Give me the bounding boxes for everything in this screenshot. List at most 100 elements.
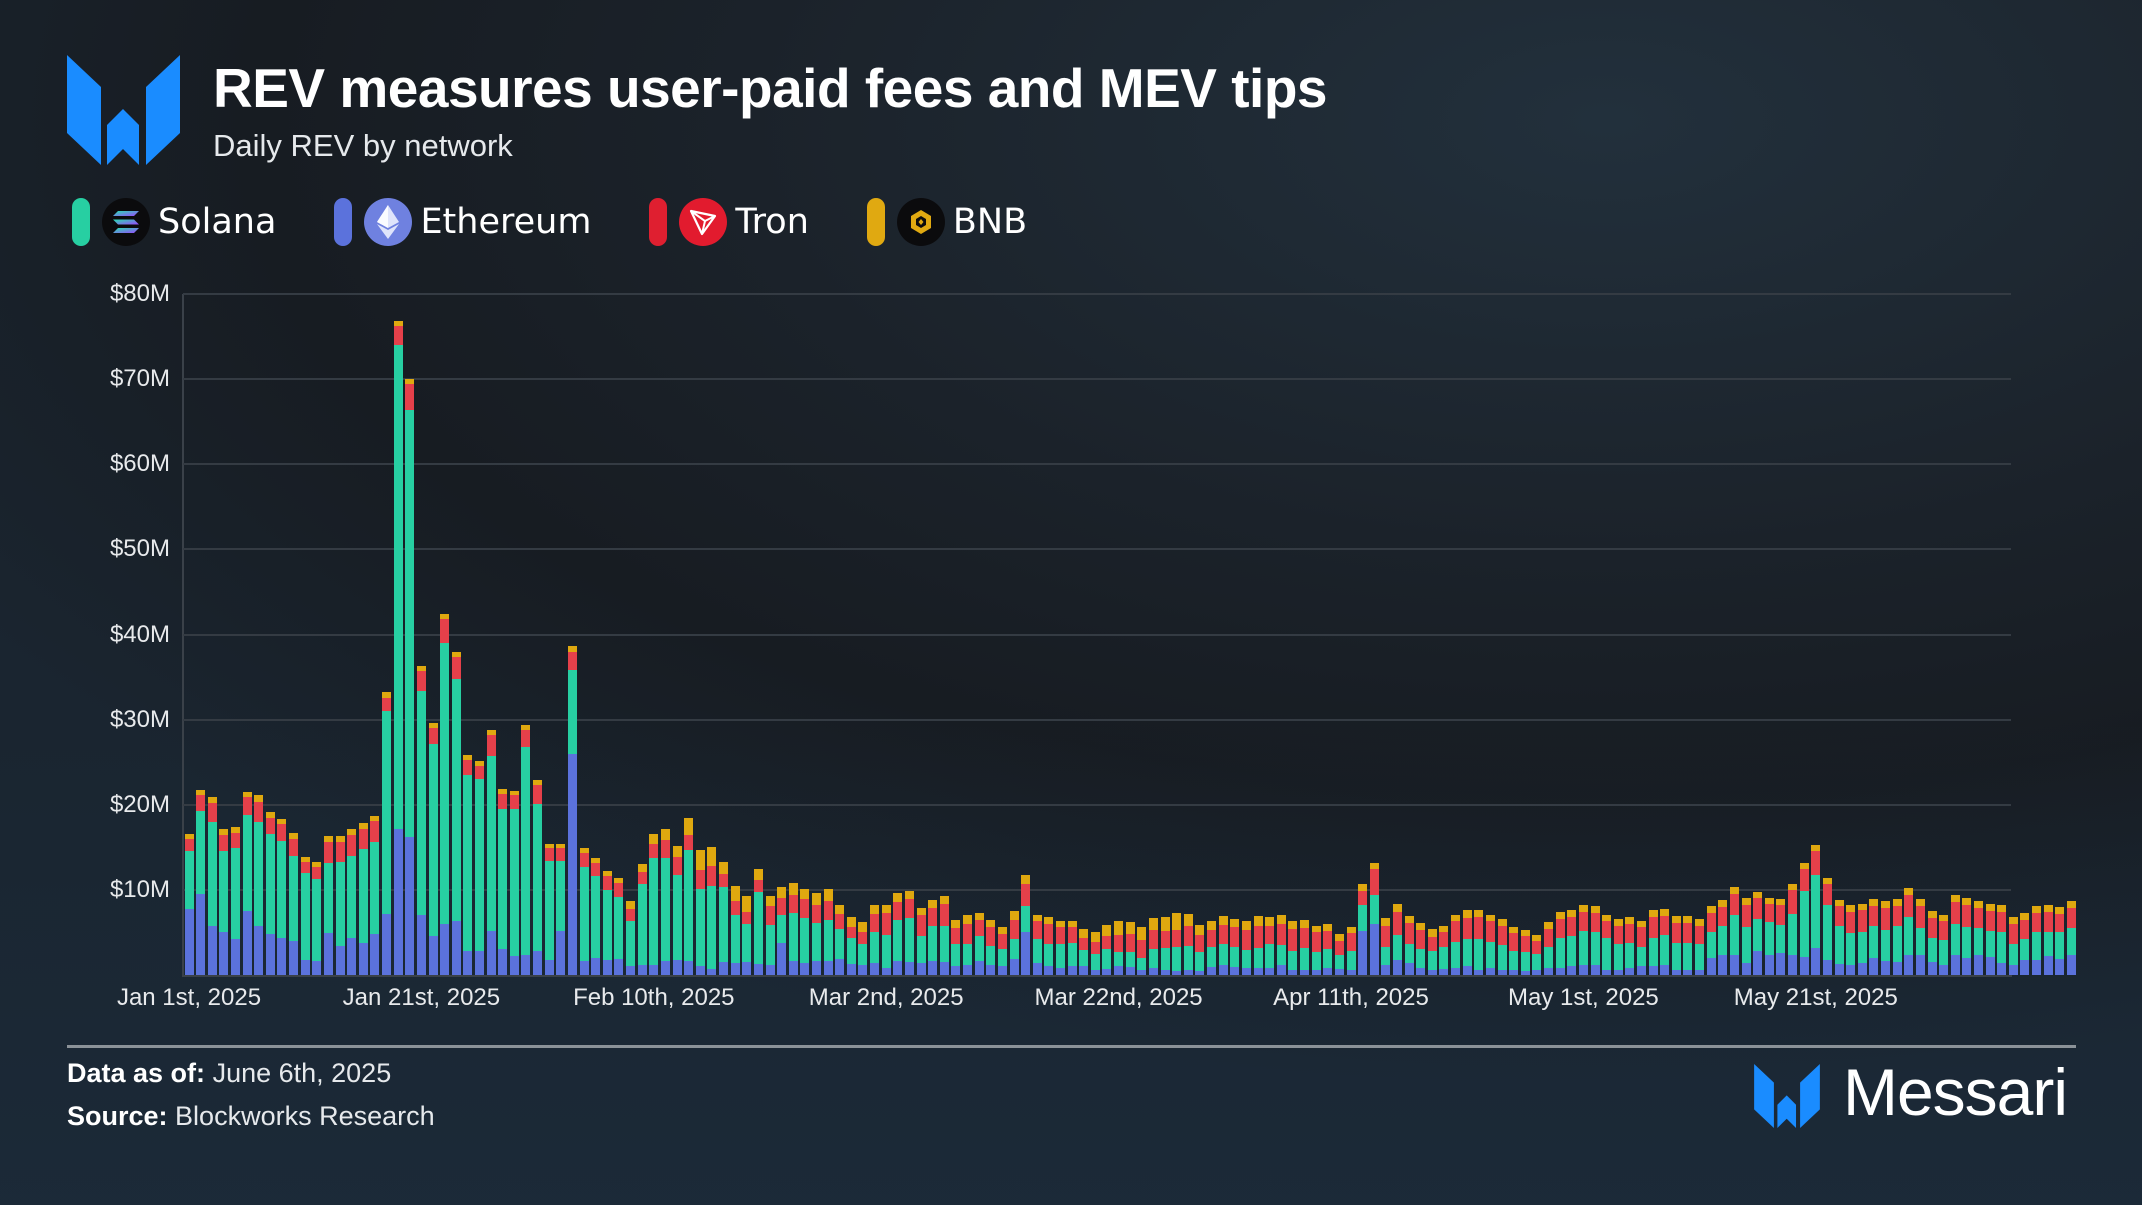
bar-segment-ethereum [602,959,612,975]
bar-segment-ethereum [1764,955,1774,975]
bar-segment-solana [881,935,891,969]
bar-segment-tron [579,853,589,867]
bar-segment-solana [753,892,763,964]
bar-segment-tron [1788,889,1798,914]
bar-segment-solana [823,919,833,961]
bar-segment-ethereum [881,968,891,975]
bar-segment-ethereum [1973,955,1983,975]
bar-segment-tron [1776,905,1786,925]
bar-segment-bnb [463,755,473,761]
solana-icon [102,198,150,246]
bar [823,889,833,975]
bar-segment-bnb [1195,924,1205,935]
bar-segment-bnb [579,848,589,854]
bar [1892,899,1902,975]
bar-segment-tron [1939,921,1949,941]
bar-segment-tron [637,872,647,884]
bar-segment-ethereum [1695,969,1705,975]
bar-segment-bnb [881,905,891,913]
bar-segment-bnb [1846,905,1856,913]
bnb-icon [896,198,945,246]
bar-segment-bnb [904,890,914,900]
bar-segment-tron [1532,940,1542,954]
bar-segment-solana [416,690,426,916]
bar-segment-tron [1195,935,1205,953]
bar [800,889,810,975]
bar-segment-ethereum [219,932,229,975]
bar-segment-bnb [939,895,949,905]
bar [1997,905,2007,975]
bar [1834,900,1844,975]
bar [2008,917,2018,975]
bar-segment-bnb [184,833,194,839]
bar-segment-solana [2055,932,2065,959]
bar-segment-bnb [1997,905,2007,913]
bar-segment-tron [219,834,229,851]
bar-segment-solana [1125,952,1135,968]
bar-segment-ethereum [800,963,810,975]
bar-segment-tron [440,619,450,644]
bar-segment-solana [1148,949,1158,969]
bar-segment-ethereum [2008,964,2018,975]
bar-segment-solana [196,810,206,895]
bar-segment-bnb [1230,918,1240,928]
bar [719,861,729,975]
bar-segment-ethereum [1183,969,1193,975]
bar [1869,899,1879,975]
bar-segment-bnb [1602,914,1612,922]
bar-segment-ethereum [196,894,206,975]
bar-segment-solana [1067,942,1077,966]
bar [533,780,543,975]
bar-segment-ethereum [544,959,554,975]
bar-segment-bnb [1056,920,1065,928]
bar-segment-bnb [382,692,392,698]
bar-segment-tron [1753,898,1763,919]
bar-segment-bnb [509,791,519,796]
bar [579,848,589,975]
bar-segment-ethereum [1660,964,1670,975]
bar-segment-tron [265,817,275,834]
bar-segment-bnb [289,832,299,839]
bar-segment-tron [207,803,217,822]
bar [1962,898,1972,975]
bar-segment-tron [614,883,624,897]
bar-segment-solana [1323,949,1333,969]
bar [1915,899,1925,975]
bar-segment-tron [498,793,508,809]
bar-segment-bnb [242,791,252,798]
bar-segment-ethereum [904,962,914,975]
bar-segment-ethereum [963,964,973,975]
bar-segment-ethereum [533,951,543,975]
ethereum-icon [364,198,413,246]
bar-segment-solana [626,920,636,967]
bar-segment-bnb [1718,900,1728,907]
bar-segment-tron [951,928,961,944]
bar-segment-solana [2043,932,2053,957]
bar [1973,900,1983,975]
bar-segment-tron [1729,894,1739,915]
bar-segment-tron [1485,921,1495,942]
bar-segment-tron [1160,930,1170,948]
bar [405,379,415,975]
bar-segment-bnb [1520,929,1530,936]
bar-segment-solana [602,889,612,960]
bar [1695,918,1705,975]
gridline [183,293,2011,295]
bar [649,833,659,975]
bar-segment-ethereum [637,964,647,975]
bar [846,917,856,975]
bar-segment-tron [1973,907,1983,929]
bar [2020,912,2030,975]
bar [463,755,473,975]
bar-segment-ethereum [1474,969,1484,975]
bar-segment-solana [1404,943,1414,964]
bar-segment-bnb [1451,914,1461,921]
bar [742,895,752,975]
bar-segment-solana [870,932,880,964]
bar [440,614,450,975]
bar [660,829,670,975]
bar-segment-bnb [1207,920,1217,930]
bar-segment-bnb [1079,929,1089,938]
bar-segment-solana [1997,932,2007,964]
bar [544,843,554,975]
